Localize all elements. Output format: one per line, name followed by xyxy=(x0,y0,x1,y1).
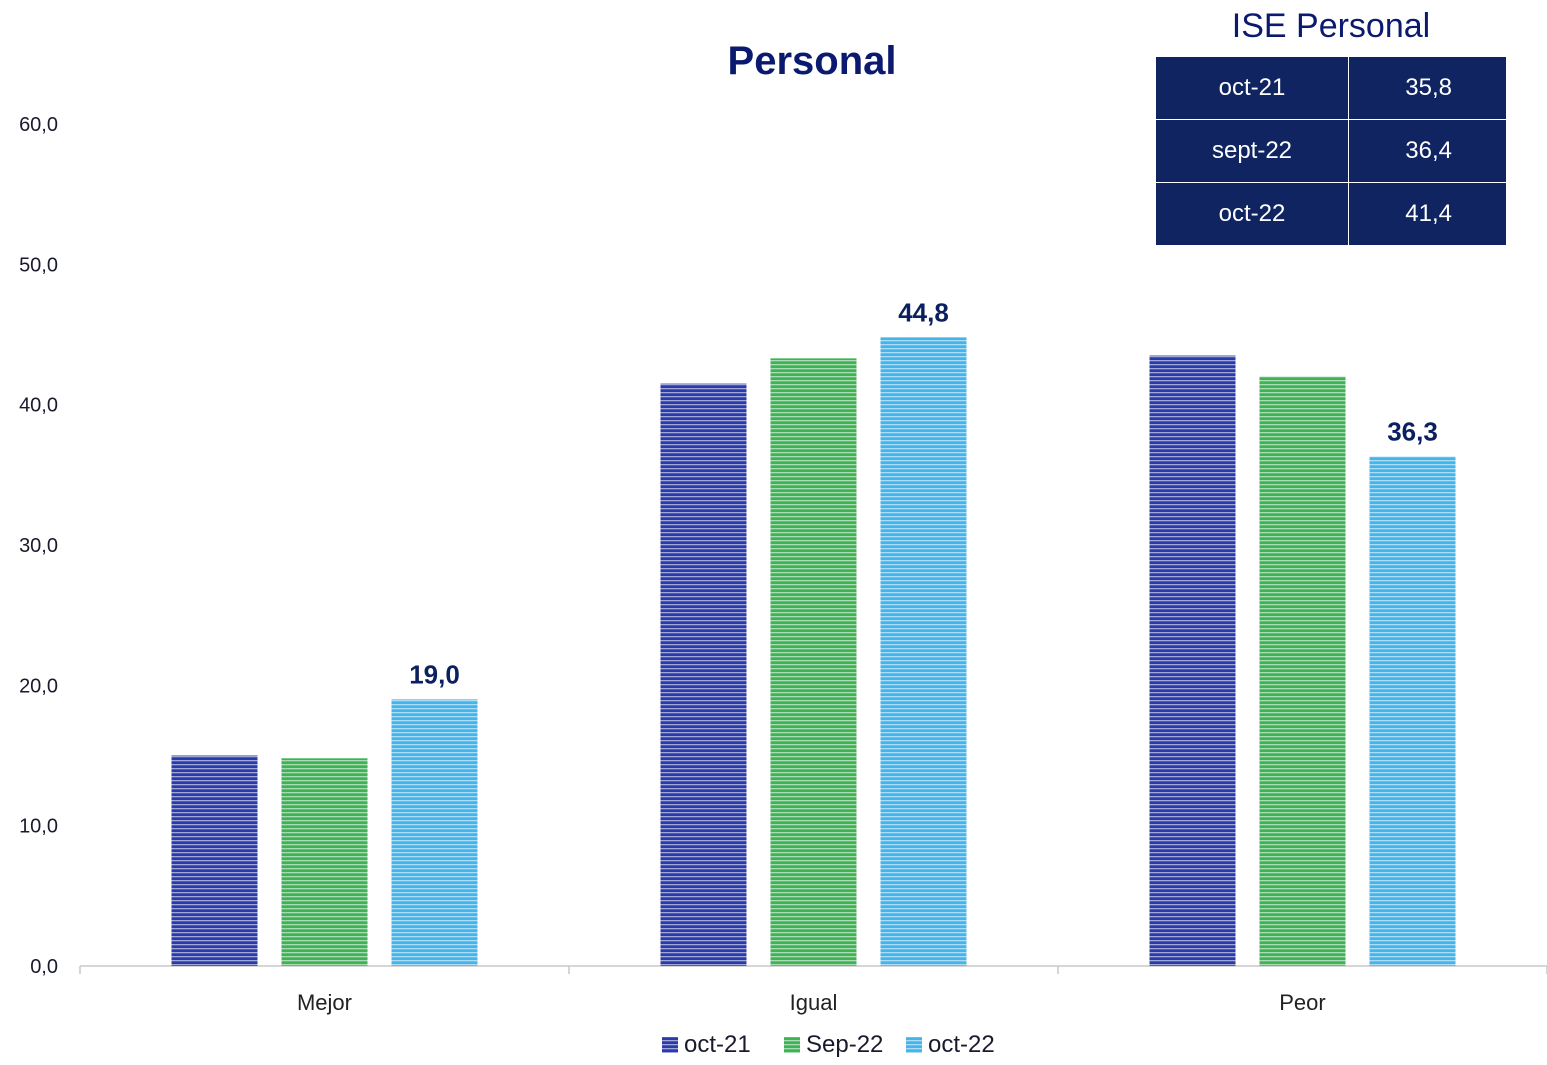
legend-label: oct-22 xyxy=(928,1031,995,1058)
data-labels: 19,0 44,8 36,3 xyxy=(409,297,1438,689)
bar-Sep-22-Peor xyxy=(1259,376,1346,967)
legend-swatch xyxy=(784,1037,800,1053)
bar-Sep-22-Igual xyxy=(770,358,857,966)
y-tick-label: 20,0 xyxy=(19,675,58,697)
bar-oct-22-Mejor xyxy=(391,699,478,966)
bar-Sep-22-Mejor xyxy=(281,758,368,966)
y-axis: 0,0 10,0 20,0 30,0 40,0 50,0 60,0 xyxy=(19,114,58,978)
category-label: Igual xyxy=(790,990,838,1015)
data-label: 19,0 xyxy=(409,659,460,689)
legend-swatch xyxy=(906,1037,922,1053)
chart-title: Personal xyxy=(728,39,897,83)
table-row: oct-22 41,4 xyxy=(1155,182,1507,246)
legend: oct-21 Sep-22 oct-22 xyxy=(662,1031,995,1058)
period-cell: oct-22 xyxy=(1155,182,1349,246)
period-cell: sept-22 xyxy=(1155,119,1349,183)
legend-swatch xyxy=(662,1037,678,1053)
category-label: Mejor xyxy=(297,990,352,1015)
table-row: oct-21 35,8 xyxy=(1155,56,1507,120)
value-cell: 36,4 xyxy=(1348,119,1507,183)
value-cell: 35,8 xyxy=(1348,56,1507,120)
ise-summary-box: ISE Personal oct-21 35,8 sept-22 36,4 oc… xyxy=(1155,0,1507,246)
bars xyxy=(171,337,1456,967)
data-label: 44,8 xyxy=(898,297,949,327)
y-tick-label: 40,0 xyxy=(19,395,58,417)
data-label: 36,3 xyxy=(1387,417,1438,447)
ise-table: oct-21 35,8 sept-22 36,4 oct-22 41,4 xyxy=(1155,56,1507,246)
y-tick-label: 10,0 xyxy=(19,816,58,838)
bar-oct-21-Peor xyxy=(1149,355,1236,966)
y-tick-label: 0,0 xyxy=(30,956,58,978)
y-tick-label: 60,0 xyxy=(19,114,58,136)
category-label: Peor xyxy=(1279,990,1325,1015)
bar-oct-21-Mejor xyxy=(171,755,258,966)
x-axis: Mejor Igual Peor xyxy=(79,965,1547,1015)
legend-label: Sep-22 xyxy=(806,1031,883,1058)
ise-table-title: ISE Personal xyxy=(1231,7,1431,45)
table-row: sept-22 36,4 xyxy=(1155,119,1507,183)
y-tick-label: 50,0 xyxy=(19,254,58,276)
legend-label: oct-21 xyxy=(684,1031,751,1058)
bar-oct-22-Igual xyxy=(880,337,967,967)
bar-oct-21-Igual xyxy=(660,383,747,966)
y-tick-label: 30,0 xyxy=(19,535,58,557)
value-cell: 41,4 xyxy=(1348,182,1507,246)
period-cell: oct-21 xyxy=(1155,56,1349,120)
bar-oct-22-Peor xyxy=(1369,456,1456,966)
